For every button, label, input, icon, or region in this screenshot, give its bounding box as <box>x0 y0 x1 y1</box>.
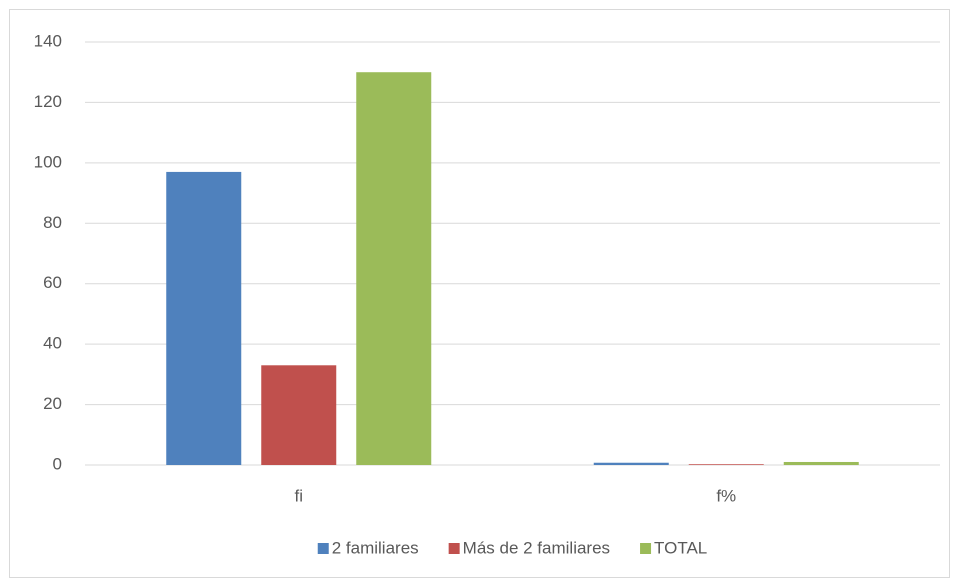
legend-label: Más de 2 familiares <box>463 538 610 557</box>
bar <box>261 365 337 465</box>
y-tick-label: 120 <box>34 92 62 111</box>
bar <box>166 171 242 465</box>
x-tick-label: f% <box>716 486 736 505</box>
y-tick-label: 20 <box>43 394 62 413</box>
legend-swatch <box>448 543 460 554</box>
y-tick-label: 80 <box>43 213 62 232</box>
y-tick-label: 100 <box>34 152 62 171</box>
legend-swatch <box>317 543 329 554</box>
bar <box>356 72 432 465</box>
y-tick-label: 40 <box>43 334 62 353</box>
bar <box>688 464 764 465</box>
y-tick-label: 60 <box>43 273 62 292</box>
y-tick-label: 140 <box>34 31 62 50</box>
bar <box>593 462 669 465</box>
legend-label: 2 familiares <box>332 538 419 557</box>
x-tick-label: fi <box>295 486 304 505</box>
chart-border <box>9 9 950 578</box>
legend-label: TOTAL <box>654 538 707 557</box>
legend-swatch <box>640 543 652 554</box>
bar <box>783 461 859 465</box>
y-tick-label: 0 <box>53 454 62 473</box>
